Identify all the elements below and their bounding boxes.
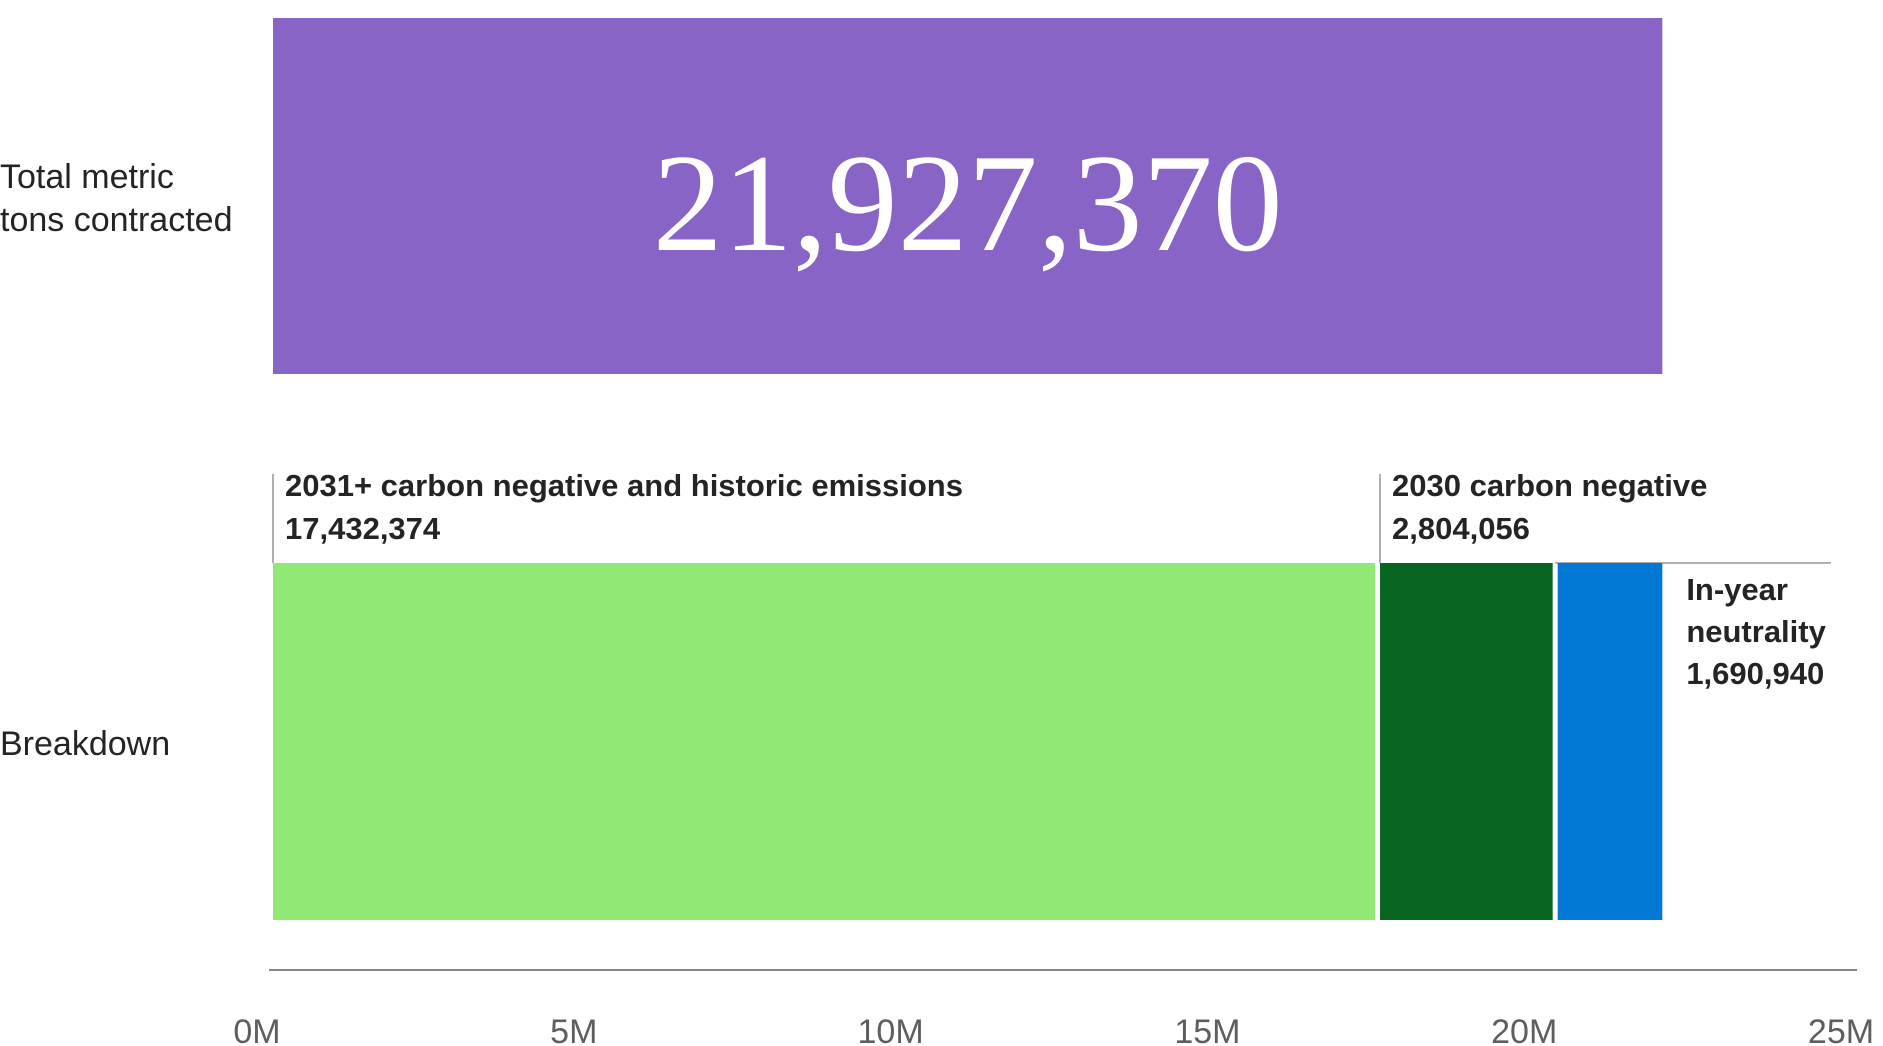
bar-total[interactable] xyxy=(273,18,1663,374)
x-tick-label: 25M xyxy=(1808,1013,1874,1046)
bar-segment-2[interactable] xyxy=(1557,563,1663,920)
annotation-value-2: 1,690,940 xyxy=(1686,656,1824,691)
x-tick-label: 0M xyxy=(233,1013,280,1046)
annotation-name-2: neutrality xyxy=(1686,614,1826,649)
annotation-name-0: 2031+ carbon negative and historic emiss… xyxy=(285,468,963,503)
x-tick-label: 20M xyxy=(1491,1013,1557,1046)
category-label-breakdown: Breakdown xyxy=(0,725,170,763)
annotation-name-2: In-year xyxy=(1686,572,1788,607)
category-label-total-line2: tons contracted xyxy=(0,201,232,239)
annotation-value-0: 17,432,374 xyxy=(285,511,441,546)
bar-segment-1[interactable] xyxy=(1380,563,1553,920)
bar-segment-0[interactable] xyxy=(273,563,1376,920)
annotation-name-1: 2030 carbon negative xyxy=(1392,468,1707,503)
category-label-total-line1: Total metric xyxy=(0,158,174,196)
x-tick-label: 10M xyxy=(858,1013,924,1046)
x-tick-label: 5M xyxy=(550,1013,597,1046)
data-label-total: 21,927,370 xyxy=(653,126,1283,281)
x-tick-label: 15M xyxy=(1174,1013,1240,1046)
annotation-value-1: 2,804,056 xyxy=(1392,511,1530,546)
